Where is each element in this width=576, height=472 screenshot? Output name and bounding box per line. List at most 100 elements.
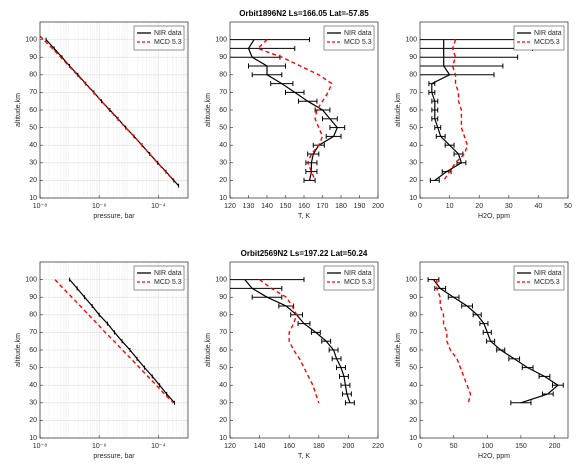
profile-line	[256, 39, 333, 181]
error-bar	[321, 338, 332, 344]
y-tick-label: 80	[219, 72, 227, 79]
y-tick-label: 90	[219, 294, 227, 301]
y-tick-label: 50	[219, 364, 227, 371]
x-tick-label: 150	[515, 443, 527, 450]
legend-label: MCD5.3	[534, 39, 560, 46]
legend-box	[513, 25, 565, 51]
y-tick-label: 50	[219, 124, 227, 131]
plot-marks	[230, 37, 346, 183]
plot-marks	[230, 277, 355, 406]
y-tick-label: 10	[29, 195, 37, 202]
y-tick-label: 80	[219, 312, 227, 319]
error-bar	[428, 89, 436, 95]
y-tick-label: 70	[29, 89, 37, 96]
x-tick-label: 10⁻⁸	[33, 203, 47, 210]
x-tick-label: 50	[450, 443, 458, 450]
x-tick-label: 10⁻⁸	[33, 443, 47, 450]
legend-label: MCD 5.3	[344, 39, 372, 46]
y-tick-label: 70	[29, 329, 37, 336]
error-bar	[331, 356, 342, 362]
x-tick-label: 200	[343, 443, 355, 450]
legend-label: MCD 5.3	[154, 39, 182, 46]
error-bar	[472, 312, 482, 318]
error-bar	[270, 81, 294, 87]
error-bar	[340, 382, 351, 388]
y-axis-label: altitude,km	[15, 93, 22, 127]
x-tick-label: 10⁻⁴	[151, 443, 166, 450]
y-tick-label: 10	[219, 195, 227, 202]
x-tick-label: 150	[280, 203, 292, 210]
subplot: 0 50 100 150 200 10 20 30 40 50 60 70 80 90 100 H2O, pp…	[395, 261, 569, 460]
y-axis-label: altitude,km	[15, 333, 22, 367]
x-tick-label: 190	[354, 203, 366, 210]
error-bar	[307, 151, 320, 157]
error-bar	[230, 45, 296, 51]
y-tick-label: 90	[409, 294, 417, 301]
y-tick-label: 60	[219, 347, 227, 354]
subplot: 10⁻⁸ 10⁻⁶ 10⁻⁴ 10 20 30 40 50 60 70 80 90 100 pressur…	[15, 261, 189, 460]
error-bar	[431, 116, 439, 122]
y-tick-label: 70	[219, 89, 227, 96]
x-axis-label: pressure, bar	[93, 453, 135, 460]
y-tick-label: 40	[219, 382, 227, 389]
legend-label: MCD 5.3	[344, 279, 372, 286]
y-axis-label: altitude,km	[395, 93, 402, 127]
y-tick-label: 70	[409, 329, 417, 336]
axes-frame	[39, 261, 189, 439]
axes-frame	[419, 21, 569, 199]
error-bar	[486, 338, 496, 344]
legend-box	[323, 25, 375, 51]
y-tick-label: 80	[29, 312, 37, 319]
subplot: 10⁻⁸ 10⁻⁶ 10⁻⁴ 10 20 30 40 50 60 70 80 90 100 pressur…	[15, 21, 189, 220]
error-bar	[420, 63, 504, 69]
legend-label: NIR data	[534, 270, 562, 277]
y-tick-label: 30	[219, 400, 227, 407]
y-tick-label: 90	[219, 54, 227, 61]
y-tick-label: 100	[215, 276, 227, 283]
x-tick-label: 30	[505, 203, 513, 210]
x-tick-label: 170	[317, 203, 329, 210]
y-tick-label: 60	[409, 347, 417, 354]
y-tick-label: 40	[409, 382, 417, 389]
y-tick-label: 100	[215, 36, 227, 43]
y-axis-label: altitude,km	[205, 93, 212, 127]
legend-label: NIR data	[344, 30, 372, 37]
error-bar	[482, 329, 492, 335]
x-tick-label: 140	[254, 443, 266, 450]
legend-box	[513, 265, 565, 291]
y-tick-label: 80	[409, 72, 417, 79]
subplot: 120 140 160 180 200 220 10 20 30 40 50 60 70 80 90 100 O…	[205, 249, 384, 460]
error-bar	[344, 400, 355, 406]
legend-box	[323, 265, 375, 291]
error-bar	[496, 347, 506, 353]
x-axis-label: H2O, ppm	[478, 453, 510, 460]
error-bar	[461, 303, 473, 309]
y-tick-label: 20	[409, 177, 417, 184]
error-bar	[248, 63, 286, 69]
error-bar	[447, 294, 460, 300]
y-tick-label: 60	[29, 347, 37, 354]
y-tick-label: 10	[409, 195, 417, 202]
plot-area	[230, 22, 378, 198]
x-tick-label: 50	[564, 203, 572, 210]
y-tick-label: 50	[409, 364, 417, 371]
y-tick-label: 30	[219, 160, 227, 167]
axes-frame	[229, 21, 379, 199]
x-tick-label: 120	[224, 443, 236, 450]
profile-line	[54, 279, 174, 404]
error-bar	[305, 169, 318, 175]
error-bar	[508, 356, 521, 362]
x-tick-label: 10⁻⁶	[92, 443, 106, 450]
axes-frame	[39, 21, 189, 199]
error-bar	[541, 391, 554, 397]
y-axis-label: altitude,km	[205, 333, 212, 367]
y-tick-label: 60	[29, 107, 37, 114]
legend-box	[133, 265, 185, 291]
y-tick-label: 30	[29, 400, 37, 407]
y-tick-label: 70	[409, 89, 417, 96]
profile-line	[436, 279, 472, 403]
y-tick-label: 40	[219, 142, 227, 149]
error-bar	[230, 277, 305, 283]
subplot-title: Orbit2569N2 Ls=197.22 Lat=50.24	[241, 249, 368, 258]
